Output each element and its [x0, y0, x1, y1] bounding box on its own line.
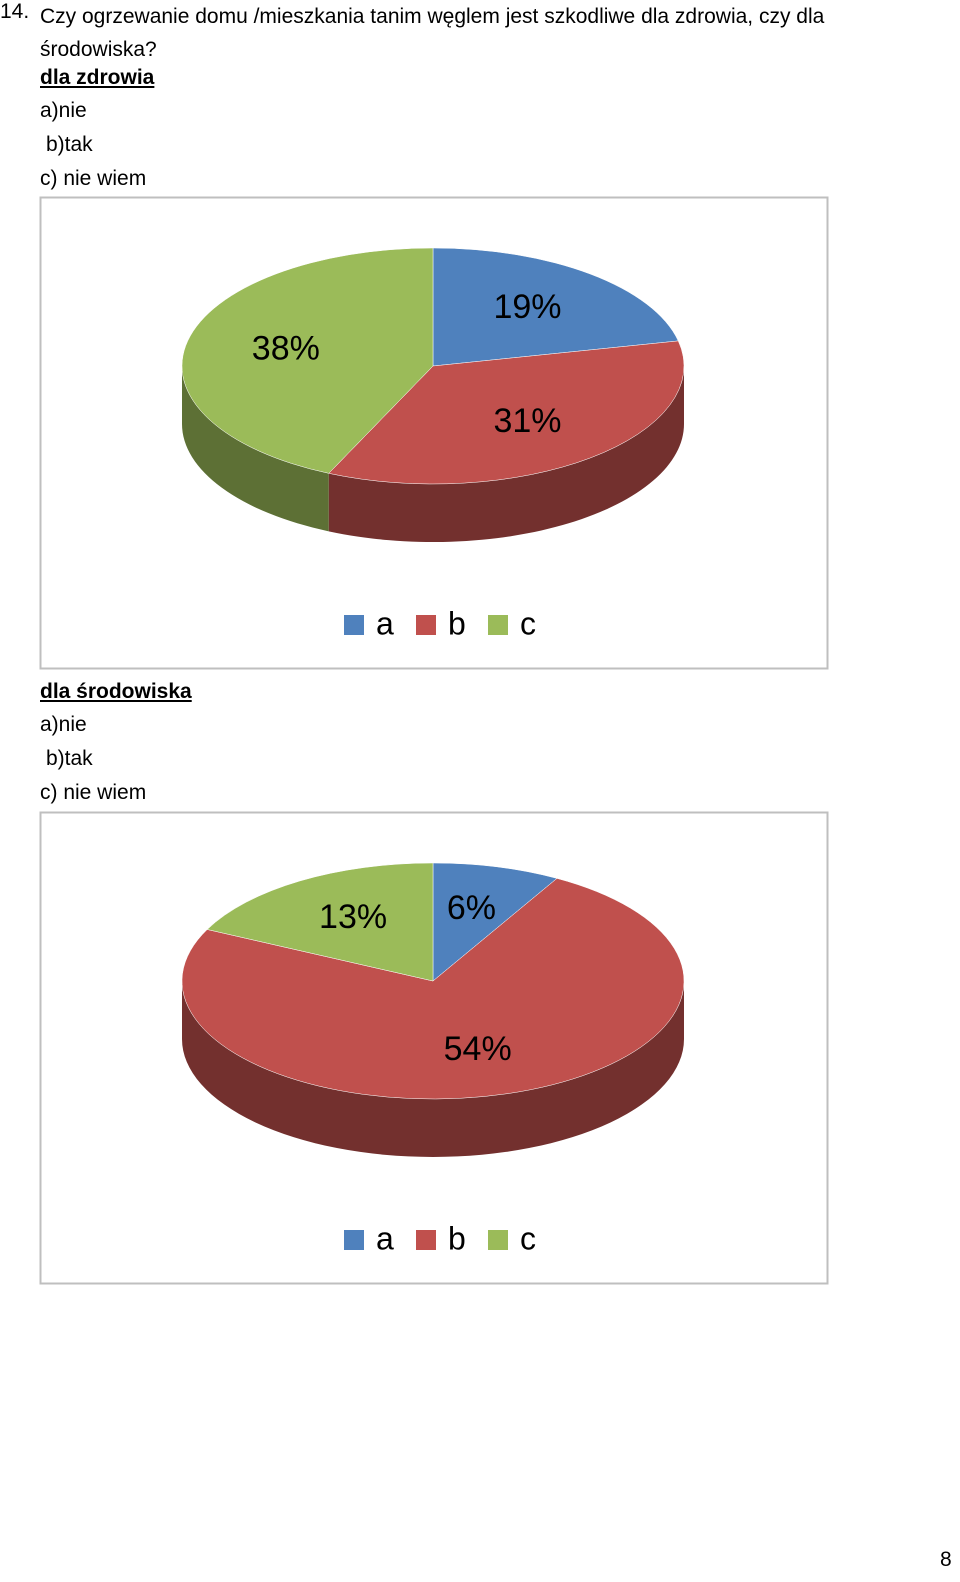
legend-swatch — [344, 615, 364, 635]
legend-label: b — [448, 1220, 466, 1256]
legend-label: c — [520, 1220, 536, 1256]
legend-swatch — [344, 1230, 364, 1250]
pie-slice — [432, 247, 679, 367]
question-text: Czy ogrzewanie domu /mieszkania tanim wę… — [40, 5, 825, 61]
legend-label: a — [376, 1220, 394, 1256]
legend-label: b — [448, 605, 466, 641]
pie-chart: 19% 31% 38% a b c — [39, 196, 829, 670]
data-label: 31% — [493, 402, 561, 440]
pie-chart: 6% 54% 13% a b c — [39, 811, 829, 1285]
section-heading: dla środowiska — [40, 680, 192, 703]
pie-slice — [181, 247, 434, 474]
data-label: 19% — [493, 288, 561, 326]
legend-swatch — [416, 1230, 436, 1250]
legend-label: a — [376, 605, 394, 641]
legend-swatch — [416, 615, 436, 635]
pie-slice-side — [182, 366, 329, 532]
pie-slice — [181, 878, 685, 1100]
legend-swatch — [488, 1230, 508, 1250]
pie-slice-side — [182, 981, 684, 1157]
data-label: 13% — [319, 898, 387, 936]
pie-slice — [328, 340, 685, 485]
pie-slice — [432, 862, 558, 982]
page-number: 8 — [940, 1548, 952, 1571]
option: c) nie wiem — [40, 781, 147, 804]
question-number: 14. — [0, 0, 30, 23]
option: a)nie — [40, 99, 87, 122]
section-heading: dla zdrowia — [40, 66, 155, 89]
data-label: 38% — [252, 329, 320, 367]
legend-label: c — [520, 605, 536, 641]
option: c) nie wiem — [40, 167, 147, 190]
pie-slice — [206, 862, 434, 982]
legend-swatch — [488, 615, 508, 635]
data-label: 54% — [444, 1030, 512, 1068]
option: a)nie — [40, 713, 87, 736]
option: b)tak — [46, 747, 93, 770]
pie-slice-side — [328, 366, 684, 542]
option: b)tak — [46, 133, 93, 156]
data-label: 6% — [447, 889, 496, 927]
